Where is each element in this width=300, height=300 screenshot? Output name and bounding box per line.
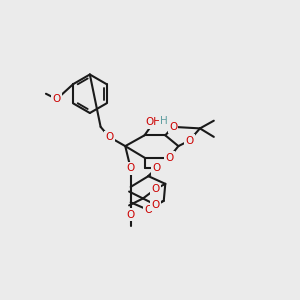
Text: O: O	[144, 205, 152, 215]
Text: O: O	[165, 153, 173, 163]
Text: O: O	[169, 122, 177, 132]
Text: O: O	[151, 184, 159, 194]
Text: O: O	[152, 164, 160, 173]
Text: O: O	[127, 210, 135, 220]
Text: OH: OH	[146, 117, 162, 127]
Text: O: O	[105, 132, 113, 142]
Text: O: O	[151, 200, 159, 210]
Text: O: O	[185, 136, 193, 146]
Text: O: O	[127, 164, 135, 173]
Text: H: H	[160, 116, 168, 127]
Text: O: O	[52, 94, 61, 104]
